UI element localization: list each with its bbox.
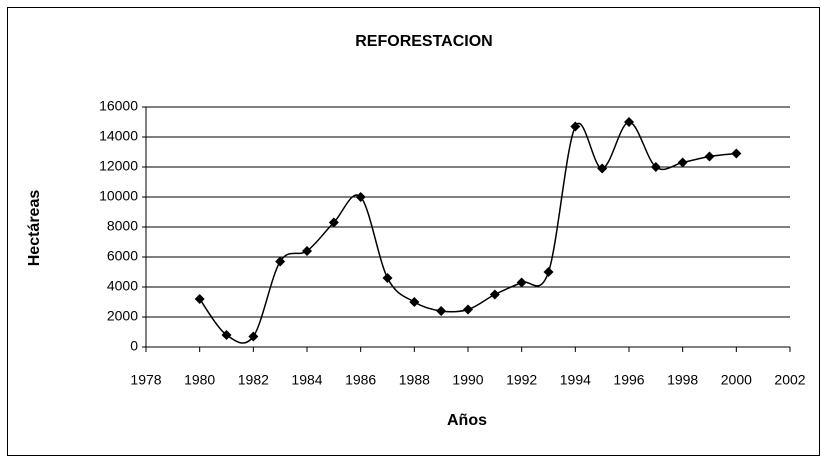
point-marker [382, 273, 393, 283]
point-marker [543, 267, 554, 277]
y-tick-label: 4000 [107, 278, 138, 294]
point-marker [302, 246, 312, 256]
y-axis-label: Hectáreas [26, 190, 43, 267]
point-marker [221, 330, 232, 340]
point-marker [516, 277, 527, 288]
x-tick-label: 1986 [345, 372, 376, 388]
x-tick-label: 1984 [291, 372, 322, 388]
point-marker [409, 297, 420, 307]
point-marker [194, 294, 205, 304]
x-axis-label: Años [447, 412, 487, 429]
point-marker [489, 289, 500, 300]
point-marker [731, 148, 742, 159]
x-tick-label: 1996 [613, 372, 644, 388]
x-tick-label: 2000 [721, 372, 752, 388]
point-marker [436, 306, 447, 316]
x-tick-label: 1992 [506, 372, 537, 388]
x-tick-label: 1998 [667, 372, 698, 388]
point-marker [463, 304, 473, 315]
x-tick-label: 2002 [774, 372, 805, 388]
y-tick-label: 14000 [99, 128, 138, 144]
point-marker [248, 331, 259, 342]
point-marker [677, 157, 688, 168]
y-tick-label: 8000 [107, 218, 138, 234]
point-marker [704, 151, 715, 162]
y-tick-label: 12000 [99, 158, 138, 174]
chart-border [7, 7, 820, 456]
point-marker [624, 117, 634, 127]
x-tick-label: 1978 [130, 372, 161, 388]
x-tick-label: 1980 [184, 372, 215, 388]
x-tick-label: 1982 [238, 372, 269, 388]
chart-title: REFORESTACION [355, 33, 492, 50]
point-marker [650, 162, 661, 172]
point-marker [570, 121, 581, 132]
y-tick-label: 10000 [99, 188, 138, 204]
y-tick-label: 0 [130, 338, 138, 354]
y-tick-label: 6000 [107, 248, 138, 264]
x-tick-label: 1988 [399, 372, 430, 388]
point-marker [355, 192, 366, 202]
point-marker [597, 163, 608, 174]
x-tick-label: 1990 [452, 372, 483, 388]
y-tick-label: 16000 [99, 98, 138, 114]
point-marker [275, 256, 286, 267]
x-tick-label: 1994 [560, 372, 591, 388]
y-tick-label: 2000 [107, 308, 138, 324]
point-marker [328, 217, 339, 228]
